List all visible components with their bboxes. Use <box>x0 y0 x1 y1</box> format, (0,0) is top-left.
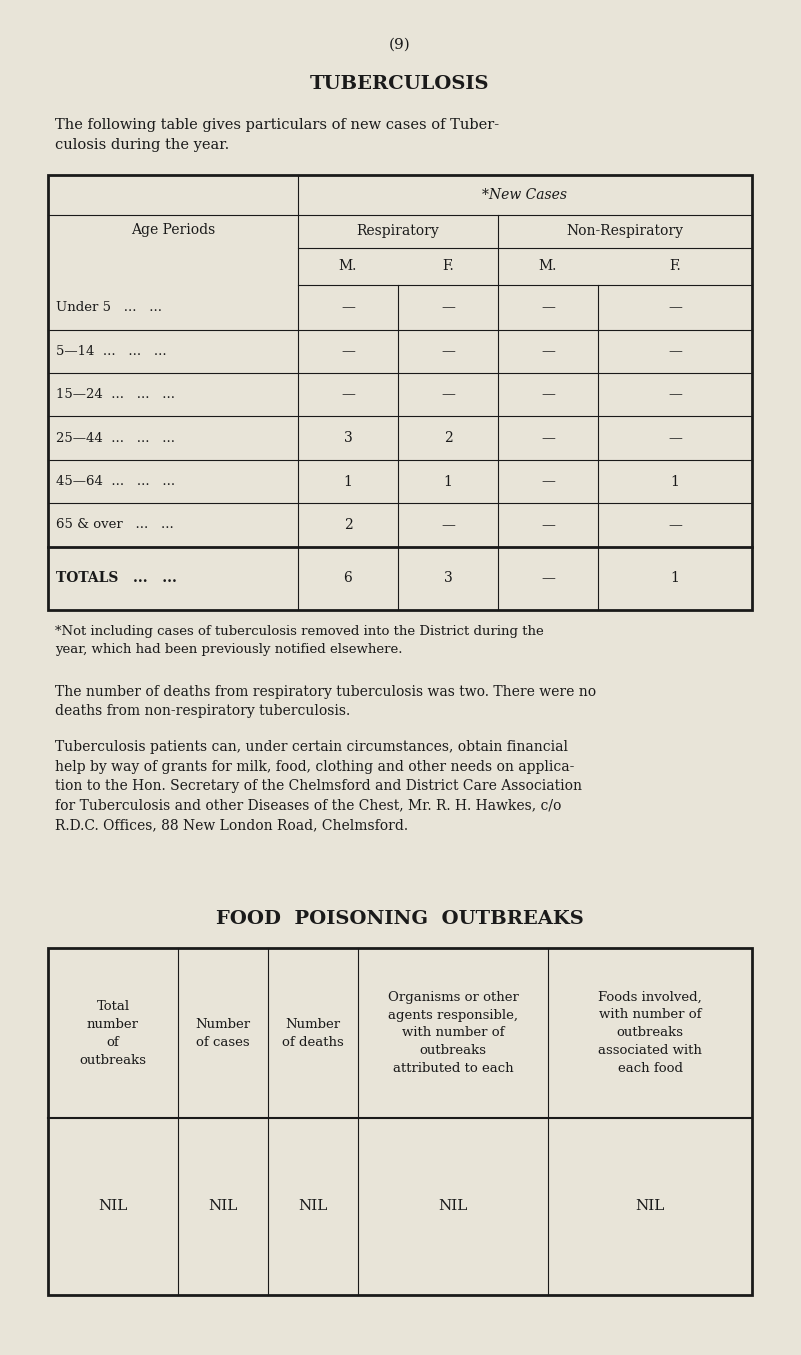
Text: NIL: NIL <box>298 1199 328 1214</box>
Text: Organisms or other
agents responsible,
with number of
outbreaks
attributed to ea: Organisms or other agents responsible, w… <box>388 991 518 1076</box>
Text: 3: 3 <box>444 572 453 585</box>
Text: Number
of cases: Number of cases <box>195 1018 251 1049</box>
Text: 2: 2 <box>344 518 352 533</box>
Text: *New Cases: *New Cases <box>482 188 567 202</box>
Text: Foods involved,
with number of
outbreaks
associated with
each food: Foods involved, with number of outbreaks… <box>598 991 702 1076</box>
Text: —: — <box>668 344 682 359</box>
Text: 25—44  ...   ...   ...: 25—44 ... ... ... <box>56 431 175 444</box>
Text: 15—24  ...   ...   ...: 15—24 ... ... ... <box>56 388 175 401</box>
Text: Tuberculosis patients can, under certain circumstances, obtain financial
help by: Tuberculosis patients can, under certain… <box>55 740 582 832</box>
Text: NIL: NIL <box>99 1199 127 1214</box>
Text: F.: F. <box>442 260 454 274</box>
Text: —: — <box>541 388 555 401</box>
Text: Under 5   ...   ...: Under 5 ... ... <box>56 301 162 314</box>
Text: 1: 1 <box>670 474 679 489</box>
Text: 3: 3 <box>344 431 352 444</box>
Text: 45—64  ...   ...   ...: 45—64 ... ... ... <box>56 476 175 488</box>
Text: Number
of deaths: Number of deaths <box>282 1018 344 1049</box>
Text: —: — <box>441 344 455 359</box>
Text: NIL: NIL <box>208 1199 238 1214</box>
Text: The number of deaths from respiratory tuberculosis was two. There were no
deaths: The number of deaths from respiratory tu… <box>55 686 596 718</box>
Text: —: — <box>441 518 455 533</box>
Text: 1: 1 <box>444 474 453 489</box>
Text: —: — <box>341 301 355 314</box>
Text: —: — <box>668 431 682 444</box>
Text: —: — <box>541 431 555 444</box>
Text: —: — <box>541 572 555 585</box>
Text: FOOD  POISONING  OUTBREAKS: FOOD POISONING OUTBREAKS <box>216 911 584 928</box>
Bar <box>48 175 752 610</box>
Text: —: — <box>668 301 682 314</box>
Text: (9): (9) <box>389 38 411 51</box>
Text: —: — <box>541 474 555 489</box>
Text: 5—14  ...   ...   ...: 5—14 ... ... ... <box>56 346 167 358</box>
Text: —: — <box>668 388 682 401</box>
Text: Total
number
of
outbreaks: Total number of outbreaks <box>79 1000 147 1066</box>
Text: TUBERCULOSIS: TUBERCULOSIS <box>310 75 489 93</box>
Text: —: — <box>341 388 355 401</box>
Text: F.: F. <box>669 260 681 274</box>
Text: —: — <box>541 518 555 533</box>
Text: NIL: NIL <box>635 1199 665 1214</box>
Text: M.: M. <box>539 260 557 274</box>
Text: NIL: NIL <box>438 1199 468 1214</box>
Text: 6: 6 <box>344 572 352 585</box>
Text: 1: 1 <box>344 474 352 489</box>
Text: 65 & over   ...   ...: 65 & over ... ... <box>56 519 174 531</box>
Text: —: — <box>541 301 555 314</box>
Text: Respiratory: Respiratory <box>356 225 440 238</box>
Bar <box>48 948 752 1295</box>
Text: —: — <box>668 518 682 533</box>
Text: 2: 2 <box>444 431 453 444</box>
Text: —: — <box>441 301 455 314</box>
Text: M.: M. <box>339 260 357 274</box>
Text: Non-Respiratory: Non-Respiratory <box>566 225 683 238</box>
Text: —: — <box>441 388 455 401</box>
Text: —: — <box>341 344 355 359</box>
Text: Age Periods: Age Periods <box>131 224 215 237</box>
Text: *Not including cases of tuberculosis removed into the District during the
year, : *Not including cases of tuberculosis rem… <box>55 625 544 656</box>
Text: 1: 1 <box>670 572 679 585</box>
Text: The following table gives particulars of new cases of Tuber-
culosis during the : The following table gives particulars of… <box>55 118 499 152</box>
Text: TOTALS   ...   ...: TOTALS ... ... <box>56 572 177 585</box>
Text: —: — <box>541 344 555 359</box>
